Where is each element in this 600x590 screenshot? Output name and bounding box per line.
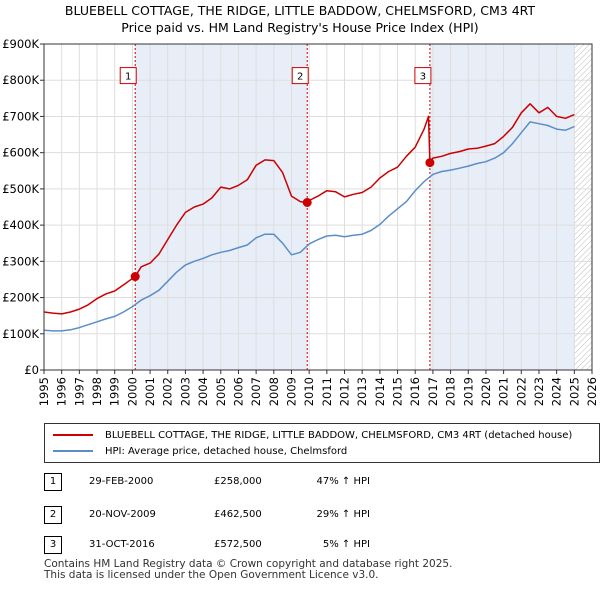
x-tick-label: 2009: [284, 377, 298, 406]
x-tick-label: 2011: [320, 377, 334, 406]
sale-price: £462,500: [214, 509, 262, 520]
x-tick-label: 2025: [567, 377, 581, 406]
y-tick-label: £100K: [2, 327, 39, 341]
price-chart: 1 2 3 1995 1996 1997 1998 1999 2000 2001 2002 2003…: [2, 37, 599, 406]
sale-label: 2: [297, 72, 303, 83]
sale-number-badge: 1: [44, 473, 62, 491]
x-tick-label: 2021: [497, 377, 511, 406]
x-tick-label: 2012: [338, 377, 352, 406]
plot-frame: [43, 43, 593, 371]
x-tick-label: 1999: [108, 377, 122, 406]
sale-label: 3: [420, 72, 426, 83]
sale-date: 31-OCT-2016: [89, 539, 155, 550]
y-tick-label: £600K: [2, 146, 39, 160]
sale-hpi-change: 47% ↑ HPI: [316, 476, 370, 487]
property-series-line: [44, 103, 575, 315]
legend-label-property: BLUEBELL COTTAGE, THE RIDGE, LITTLE BADD…: [105, 430, 573, 441]
footer: Contains HM Land Registry data © Crown c…: [44, 559, 452, 581]
y-tick-label: £400K: [2, 218, 39, 232]
y-tick-label: £0: [24, 363, 39, 377]
x-tick-label: 2020: [479, 377, 493, 406]
sale-number-badge: 3: [44, 536, 62, 554]
footer-copyright: Contains HM Land Registry data © Crown c…: [44, 558, 453, 570]
x-tick-label: 1998: [90, 377, 104, 406]
sale-label-box: [414, 67, 432, 85]
x-tick-label: 2000: [125, 377, 139, 406]
x-tick-label: 2018: [444, 377, 458, 406]
sale-label: 1: [125, 72, 131, 83]
sale-point: [302, 197, 312, 207]
x-tick-label: 1995: [37, 377, 51, 406]
footer-licence: This data is licensed under the Open Gov…: [44, 569, 379, 581]
x-tick-label: 2015: [391, 377, 405, 406]
legend-item-property: BLUEBELL COTTAGE, THE RIDGE, LITTLE BADD…: [53, 429, 572, 443]
y-tick-label: £800K: [2, 73, 39, 87]
legend-swatch-hpi: [53, 450, 93, 452]
sale-hpi-change: 29% ↑ HPI: [316, 509, 370, 520]
x-tick-label: 2008: [267, 377, 281, 406]
legend-item-hpi: HPI: Average price, detached house, Chel…: [53, 445, 347, 459]
x-tick-label: 2010: [302, 377, 316, 406]
sale-hpi-change: 5% ↑ HPI: [322, 539, 370, 550]
x-tick-label: 1997: [72, 377, 86, 406]
sale-label-box: [119, 67, 137, 85]
chart-subtitle: Price paid vs. HM Land Registry's House …: [121, 20, 479, 35]
sale-point: [425, 158, 435, 168]
legend: BLUEBELL COTTAGE, THE RIDGE, LITTLE BADD…: [44, 423, 600, 463]
hpi-series-line: [44, 121, 575, 332]
sale-point: [130, 272, 140, 282]
chart-title-block: BLUEBELL COTTAGE, THE RIDGE, LITTLE BADD…: [0, 2, 600, 36]
legend-swatch-property: [53, 434, 93, 436]
y-tick-label: £200K: [2, 291, 39, 305]
x-tick-label: 2007: [249, 377, 263, 406]
x-tick-label: 1996: [55, 377, 69, 406]
future-hatch: [574, 44, 592, 370]
chart-title: BLUEBELL COTTAGE, THE RIDGE, LITTLE BADD…: [64, 3, 536, 18]
x-tick-label: 2014: [373, 377, 387, 406]
x-tick-label: 2022: [514, 377, 528, 406]
x-tick-label: 2023: [532, 377, 546, 406]
x-tick-label: 2016: [408, 377, 422, 406]
y-tick-label: £900K: [2, 37, 39, 51]
y-tick-label: £700K: [2, 109, 39, 123]
x-tick-label: 2006: [231, 377, 245, 406]
x-tick-label: 2026: [585, 377, 599, 406]
x-tick-label: 2004: [196, 377, 210, 406]
x-tick-label: 2001: [143, 377, 157, 406]
shaded-period: [429, 44, 575, 370]
x-tick-label: 2019: [461, 377, 475, 406]
sale-number-badge: 2: [44, 506, 62, 524]
x-tick-label: 2005: [214, 377, 228, 406]
x-tick-label: 2013: [355, 377, 369, 406]
sale-price: £572,500: [214, 539, 262, 550]
sale-date: 29-FEB-2000: [89, 476, 154, 487]
x-tick-label: 2002: [161, 377, 175, 406]
x-tick-label: 2017: [426, 377, 440, 406]
y-tick-label: £300K: [2, 254, 39, 268]
legend-label-hpi: HPI: Average price, detached house, Chel…: [105, 446, 348, 457]
sale-label-box: [291, 67, 309, 85]
sale-date: 20-NOV-2009: [89, 509, 156, 520]
x-tick-label: 2024: [550, 377, 564, 406]
sale-price: £258,000: [214, 476, 262, 487]
y-tick-label: £500K: [2, 182, 39, 196]
x-tick-label: 2003: [178, 377, 192, 406]
